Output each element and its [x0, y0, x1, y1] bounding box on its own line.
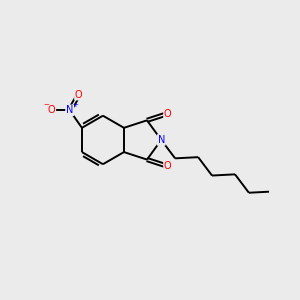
Text: O: O	[164, 109, 172, 118]
Text: N: N	[66, 105, 74, 115]
Text: O: O	[164, 161, 172, 171]
Text: O: O	[48, 105, 56, 115]
Text: O: O	[75, 90, 82, 100]
Text: −: −	[44, 102, 50, 108]
Text: +: +	[72, 102, 78, 108]
Text: N: N	[158, 135, 165, 145]
